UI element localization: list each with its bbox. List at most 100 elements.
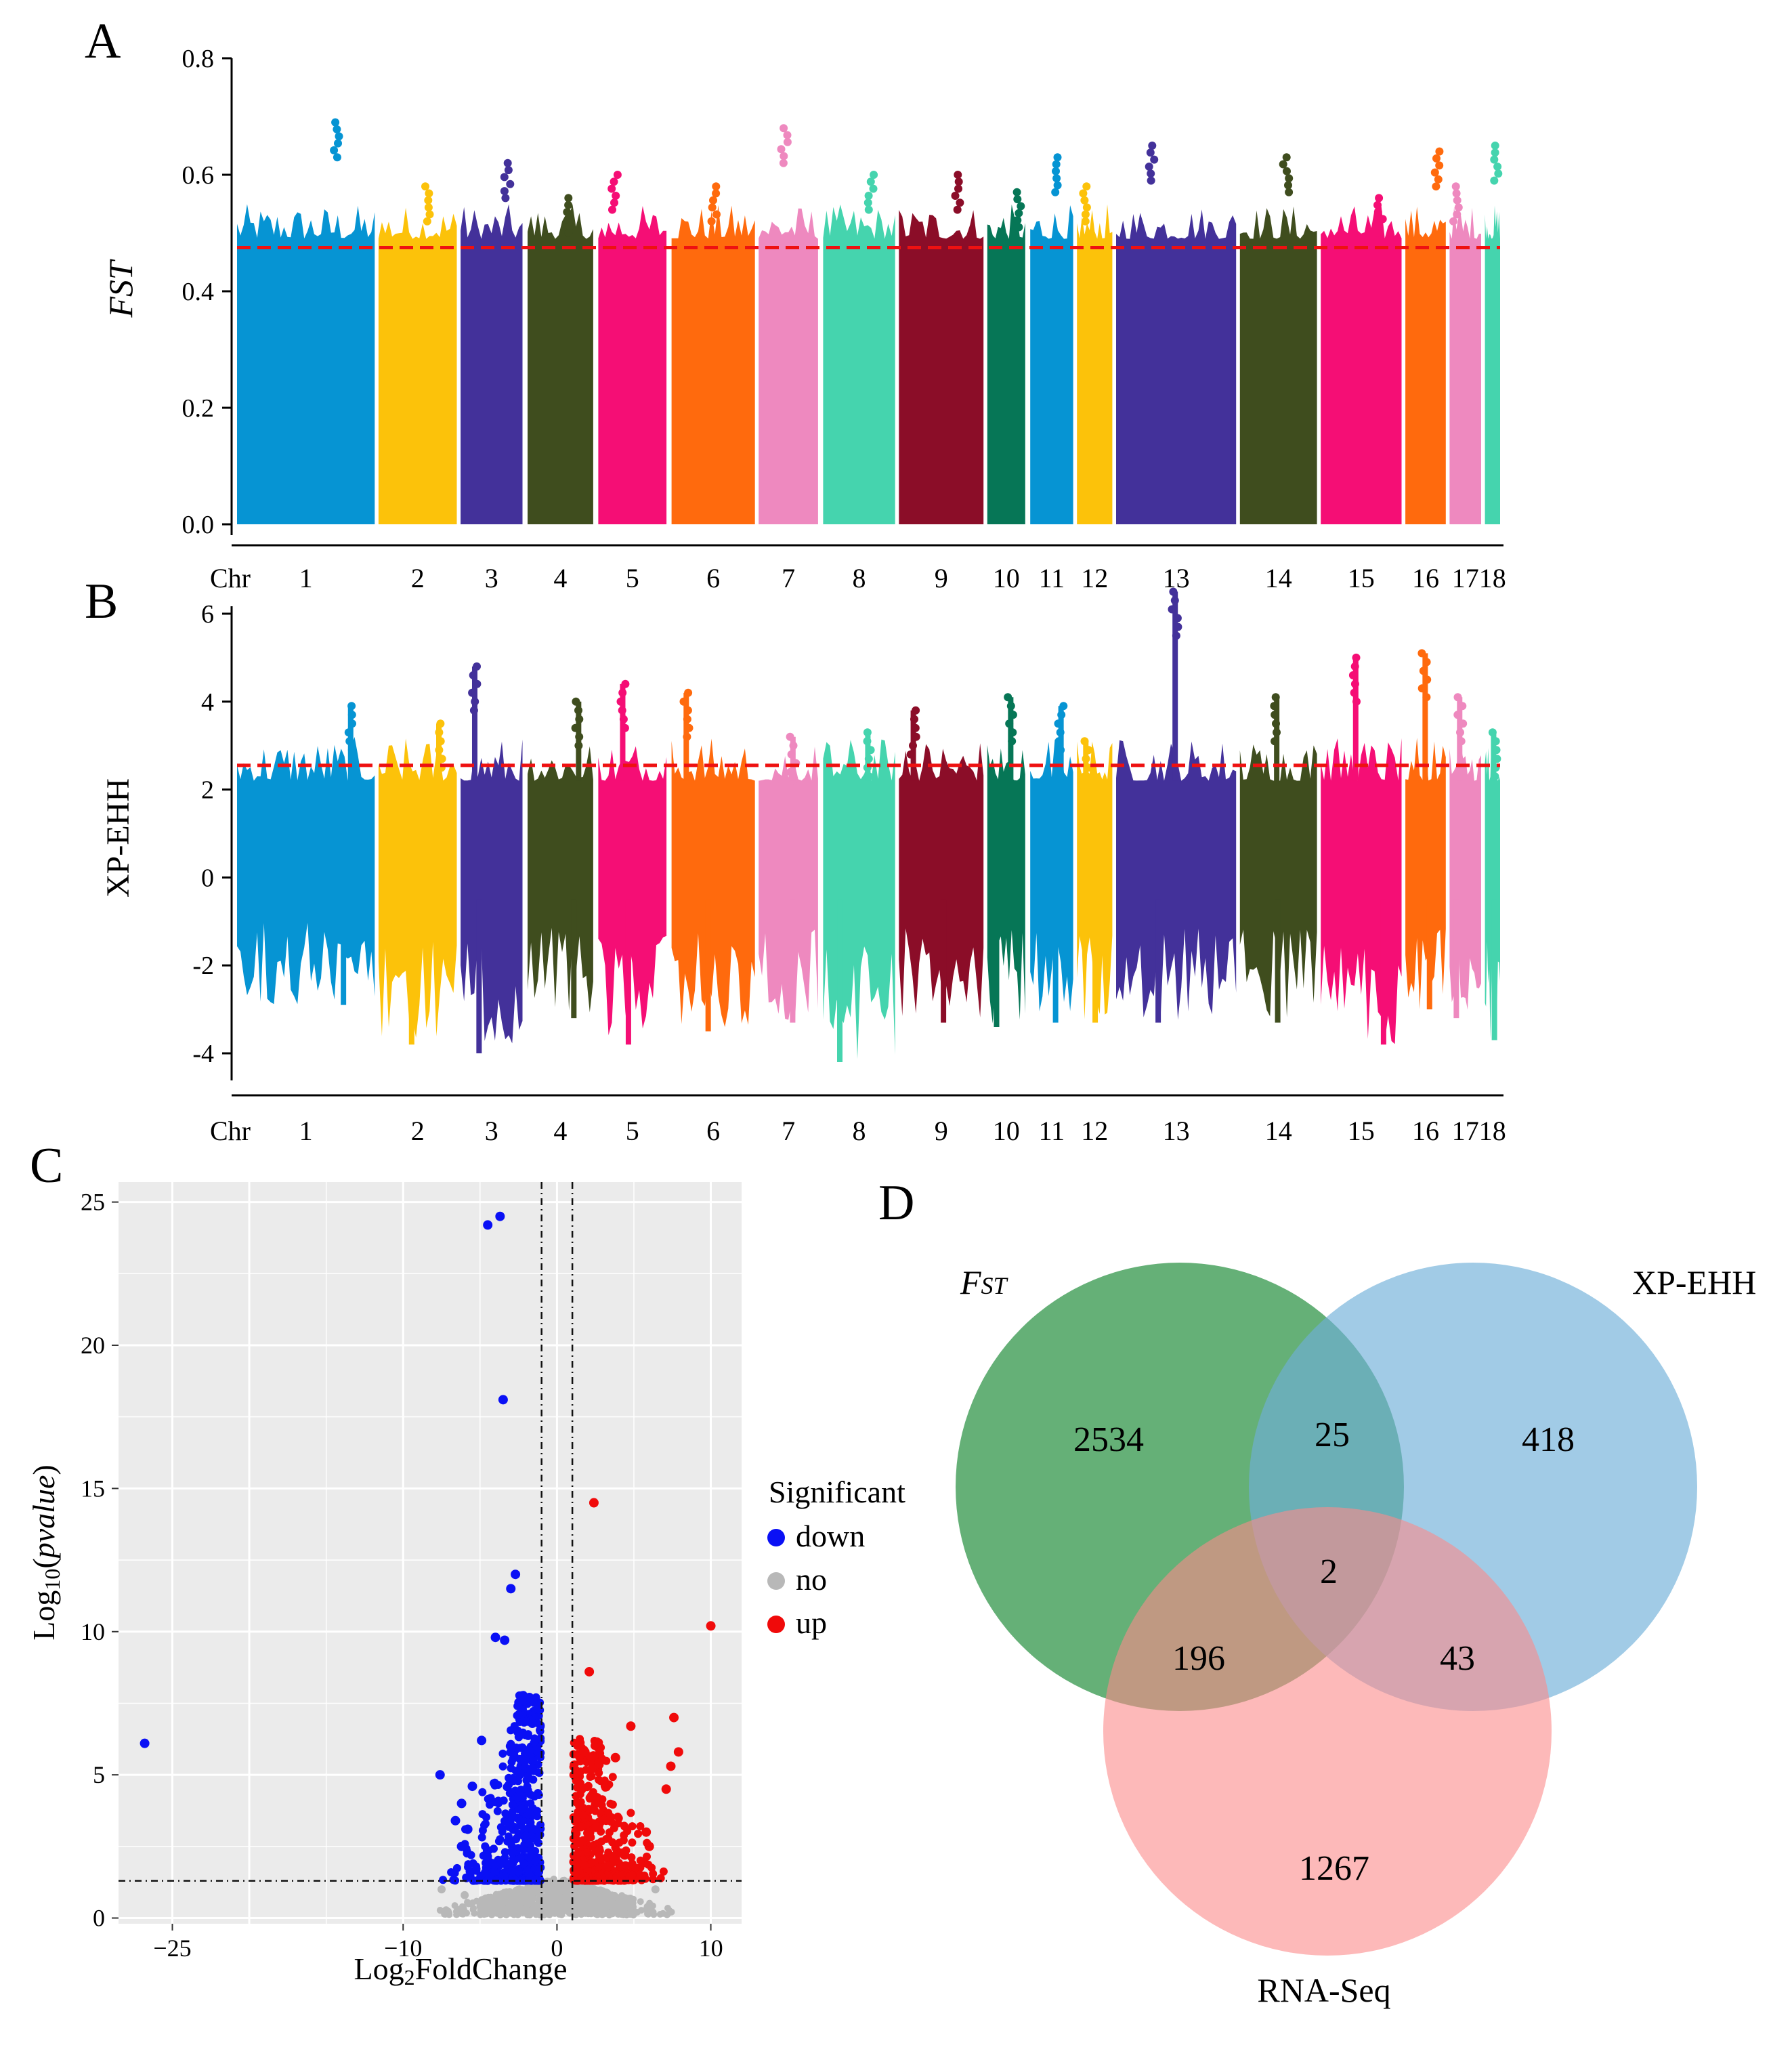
y-tick-label: 0.0 — [182, 511, 215, 539]
volcano-point-no — [488, 1910, 494, 1917]
x-tick-label: −10 — [384, 1935, 422, 1962]
volcano-point-up — [592, 1792, 602, 1802]
peak-point — [334, 139, 342, 148]
chromosome-3-band — [461, 739, 523, 1053]
volcano-point-down — [519, 1845, 528, 1854]
volcano-cutoff-lines — [119, 1182, 742, 1924]
peak-point — [1279, 160, 1287, 169]
volcano-point-down — [507, 1841, 516, 1850]
peak-point — [607, 184, 616, 193]
volcano-point-down — [483, 1220, 493, 1230]
volcano-point-down — [528, 1719, 538, 1729]
volcano-point-up — [621, 1861, 630, 1870]
volcano-point-no — [649, 1910, 656, 1917]
peak-point — [503, 159, 512, 167]
chromosome-label-14: 14 — [1265, 563, 1292, 593]
volcano-point-no — [528, 1899, 536, 1906]
chromosome-8-points — [823, 171, 895, 524]
peak-point — [954, 177, 963, 186]
volcano-point-up — [608, 1852, 617, 1860]
volcano-point-no — [545, 1902, 553, 1910]
chromosome-13-points — [1116, 587, 1237, 1023]
peak-point — [1013, 195, 1022, 204]
peak-point — [1052, 167, 1060, 175]
volcano-point-no — [584, 1908, 591, 1916]
peak-point — [780, 152, 788, 161]
chromosome-label-14: 14 — [1265, 1116, 1292, 1146]
volcano-point-down — [496, 1835, 505, 1844]
volcano-point-down — [527, 1791, 536, 1799]
volcano-point-up — [659, 1867, 668, 1876]
volcano-point-down — [517, 1804, 527, 1814]
y-tick-label: 0.8 — [182, 45, 215, 73]
chromosome-label-8: 8 — [853, 1116, 866, 1146]
peak-point — [424, 196, 433, 205]
volcano-point-no — [494, 1896, 502, 1903]
volcano-point-down — [507, 1726, 515, 1735]
volcano-point-down — [526, 1746, 534, 1755]
chromosome-label-18: 18 — [1479, 563, 1506, 593]
peak-point — [608, 205, 616, 214]
volcano-point-down — [500, 1872, 509, 1880]
volcano-point-no — [519, 1892, 527, 1899]
volcano-point-down — [481, 1842, 490, 1851]
chromosome-label-12: 12 — [1081, 563, 1108, 593]
volcano-point-no — [643, 1903, 651, 1910]
chromosome-18-points — [1485, 728, 1501, 1040]
volcano-point-no — [507, 1902, 515, 1911]
x-axis-prefix: Chr — [210, 1116, 251, 1146]
peak-point — [1491, 142, 1499, 150]
volcano-point-up — [627, 1853, 636, 1861]
volcano-point-up — [669, 1712, 679, 1723]
volcano-point-down — [490, 1844, 498, 1853]
volcano-point-no — [595, 1911, 602, 1918]
volcano-point-down — [510, 1751, 519, 1759]
chromosome-label-11: 11 — [1039, 1116, 1065, 1146]
chromosome-label-18: 18 — [1479, 1116, 1506, 1146]
volcano-point-no — [623, 1896, 631, 1903]
chromosome-15-band — [1321, 206, 1402, 524]
volcano-point-down — [530, 1847, 538, 1855]
peak-point — [777, 145, 786, 154]
peak-point — [500, 173, 509, 182]
chromosome-16-band — [1405, 738, 1446, 1010]
volcano-point-down — [456, 1798, 467, 1809]
peak-point — [1150, 155, 1159, 164]
volcano-point-down — [484, 1794, 492, 1803]
x-tick-label: −25 — [153, 1935, 191, 1962]
chromosome-14-band — [1239, 206, 1317, 524]
peak-point — [870, 171, 878, 179]
volcano-point-down — [450, 1869, 459, 1878]
volcano-point-down — [496, 1823, 505, 1832]
volcano-point-no — [656, 1911, 664, 1918]
volcano-point-down — [524, 1693, 534, 1703]
chromosome-5-band — [598, 206, 667, 524]
volcano-point-no — [564, 1908, 572, 1915]
volcano-point-down — [530, 1737, 539, 1746]
chromosome-2-points — [378, 719, 457, 1045]
peak-point — [1285, 174, 1294, 183]
peak-point — [564, 215, 572, 224]
peak-point — [1053, 153, 1062, 162]
volcano-point-down — [456, 1841, 467, 1851]
peak-point — [1494, 169, 1503, 178]
volcano-point-up — [583, 1829, 591, 1838]
peak-point — [951, 192, 960, 200]
volcano-point-no — [471, 1910, 478, 1917]
chromosome-label-16: 16 — [1412, 563, 1439, 593]
volcano-point-no — [461, 1891, 469, 1899]
chromosome-6-points — [671, 688, 755, 1032]
volcano-point-no — [561, 1888, 568, 1895]
volcano-point-no — [602, 1893, 611, 1902]
volcano-point-up — [578, 1822, 586, 1831]
venn-set-label-rnaseq: RNA-Seq — [1257, 1971, 1390, 2009]
peak-point — [1082, 203, 1091, 212]
volcano-point-down — [513, 1794, 521, 1802]
volcano-point-down — [536, 1726, 544, 1735]
volcano-point-no — [525, 1891, 532, 1899]
volcano-point-up — [608, 1800, 617, 1809]
peak-point — [1082, 182, 1091, 191]
volcano-point-up — [596, 1777, 605, 1786]
chromosome-16-band — [1405, 207, 1446, 524]
volcano-point-no — [500, 1892, 508, 1899]
